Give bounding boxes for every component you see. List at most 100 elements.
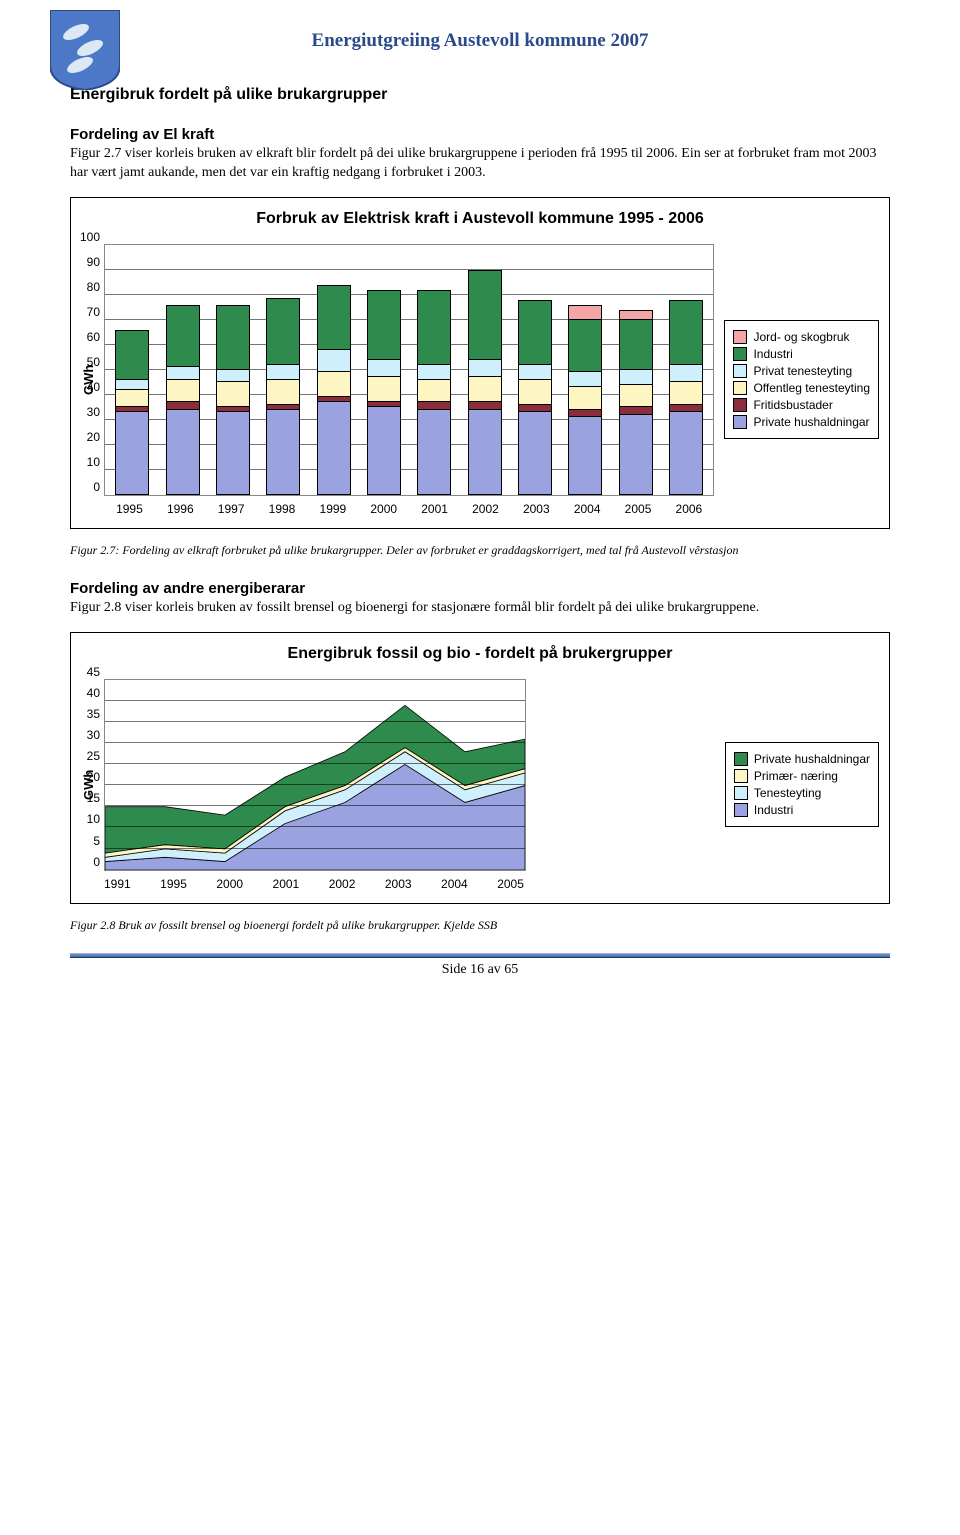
bar-segment — [519, 379, 551, 404]
bar-segment — [217, 411, 249, 494]
chart-1-legend: Jord- og skogbruk Industri Privat tenestey… — [724, 320, 879, 439]
header-logo — [50, 10, 120, 90]
legend-label: Industri — [754, 803, 793, 817]
legend-item: Offentleg tenesteyting — [733, 381, 870, 395]
xtick-label: 2002 — [329, 877, 356, 891]
legend-label: Fritidsbustader — [753, 398, 832, 412]
legend-swatch — [733, 398, 747, 412]
bar-segment — [418, 291, 450, 364]
bar-segment — [116, 389, 148, 407]
bar-segment — [519, 364, 551, 379]
paragraph-2: Figur 2.8 viser korleis bruken av fossil… — [70, 599, 890, 618]
bar-segment — [167, 366, 199, 379]
bar-segment — [418, 409, 450, 494]
legend-label: Primær- næring — [754, 769, 838, 783]
section-heading: Energibruk fordelt på ulike brukargruppe… — [70, 86, 890, 104]
xtick-label: 1999 — [320, 502, 347, 516]
bar-segment — [519, 411, 551, 494]
legend-item: Private hushaldningar — [734, 752, 870, 766]
bar-segment — [167, 409, 199, 494]
legend-label: Offentleg tenesteyting — [753, 381, 870, 395]
bar-segment — [519, 404, 551, 412]
bar-segment — [620, 406, 652, 414]
legend-swatch — [734, 769, 748, 783]
bar-segment — [267, 409, 299, 494]
bar-segment — [469, 359, 501, 377]
legend-swatch — [733, 330, 747, 344]
bar-segment — [368, 291, 400, 359]
legend-label: Private hushaldningar — [754, 752, 870, 766]
xtick-label: 2004 — [574, 502, 601, 516]
xtick-label: 1991 — [104, 877, 131, 891]
bar-segment — [167, 401, 199, 409]
bar-segment — [368, 406, 400, 494]
xtick-label: 2003 — [523, 502, 550, 516]
legend-item: Fritidsbustader — [733, 398, 870, 412]
bar-segment — [418, 364, 450, 379]
xtick-label: 2003 — [385, 877, 412, 891]
bar — [317, 285, 351, 495]
bar-segment — [670, 411, 702, 494]
bar-segment — [569, 409, 601, 417]
xtick-label: 1995 — [160, 877, 187, 891]
chart-2-legend: Private hushaldningarPrimær- næringTenes… — [725, 742, 879, 827]
bar-segment — [167, 306, 199, 366]
bar-segment — [469, 376, 501, 401]
bar-segment — [267, 379, 299, 404]
bar-segment — [167, 379, 199, 402]
bar-segment — [469, 409, 501, 494]
xtick-label: 2005 — [497, 877, 524, 891]
bar-segment — [418, 401, 450, 409]
bar-segment — [368, 359, 400, 377]
bar-segment — [217, 306, 249, 369]
bar-segment — [569, 416, 601, 494]
legend-item: Primær- næring — [734, 769, 870, 783]
bar-segment — [670, 381, 702, 404]
legend-swatch — [734, 752, 748, 766]
xtick-label: 1995 — [116, 502, 143, 516]
bar-segment — [116, 331, 148, 379]
bar — [568, 305, 602, 495]
chart-2-caption: Figur 2.8 Bruk av fossilt brensel og bio… — [70, 918, 890, 933]
chart-1-xaxis: 1995199619971998199920002001200220032004… — [104, 502, 714, 516]
xtick-label: 2006 — [676, 502, 703, 516]
xtick-label: 1998 — [269, 502, 296, 516]
bar — [367, 290, 401, 495]
chart-1-frame: Forbruk av Elektrisk kraft i Austevoll k… — [70, 197, 890, 529]
bar-segment — [620, 369, 652, 384]
bar-segment — [318, 371, 350, 396]
legend-item: Private hushaldningar — [733, 415, 870, 429]
bar-segment — [670, 404, 702, 412]
bar-segment — [569, 371, 601, 386]
bar-segment — [318, 401, 350, 494]
bar-segment — [569, 319, 601, 372]
xtick-label: 2001 — [273, 877, 300, 891]
bar — [266, 298, 300, 495]
bar — [166, 305, 200, 495]
bar — [216, 305, 250, 495]
chart-2-title: Energibruk fossil og bio - fordelt på br… — [81, 645, 879, 663]
bar — [417, 290, 451, 495]
page-header-title: Energiutgreiing Austevoll kommune 2007 — [70, 30, 890, 52]
xtick-label: 2000 — [216, 877, 243, 891]
bar-segment — [620, 414, 652, 494]
legend-swatch — [733, 381, 747, 395]
legend-label: Privat tenesteyting — [753, 364, 852, 378]
legend-label: Industri — [753, 347, 792, 361]
bar — [518, 300, 552, 495]
legend-item: Privat tenesteyting — [733, 364, 870, 378]
paragraph-1: Figur 2.7 viser korleis bruken av elkraf… — [70, 145, 890, 183]
xtick-label: 2000 — [370, 502, 397, 516]
bar-segment — [217, 369, 249, 382]
legend-swatch — [733, 364, 747, 378]
legend-item: Jord- og skogbruk — [733, 330, 870, 344]
chart-2-plot — [104, 679, 526, 871]
bar-segment — [569, 306, 601, 319]
bar-segment — [569, 386, 601, 409]
xtick-label: 1997 — [218, 502, 245, 516]
legend-item: Industri — [734, 803, 870, 817]
legend-swatch — [734, 786, 748, 800]
legend-swatch — [734, 803, 748, 817]
legend-label: Private hushaldningar — [753, 415, 869, 429]
chart-1-bars — [105, 245, 713, 495]
